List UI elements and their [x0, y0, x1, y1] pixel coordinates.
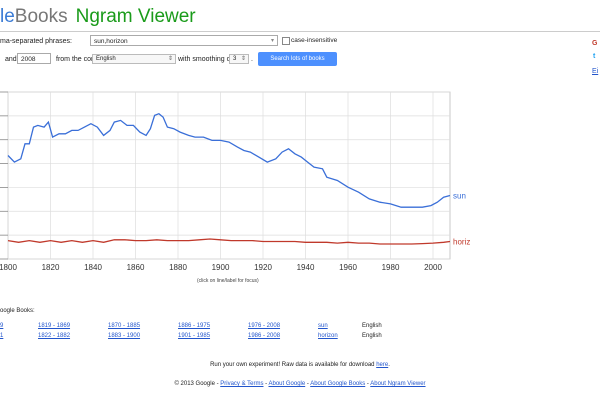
- phrases-label: ma-separated phrases:: [0, 38, 72, 45]
- year-end-input[interactable]: 2008: [17, 53, 51, 64]
- app-logo[interactable]: leBooks Ngram Viewer: [0, 6, 196, 28]
- result-range-link[interactable]: 1822 - 1882: [38, 333, 71, 339]
- x-tick-label: 1800: [0, 263, 17, 272]
- copyright-text: © 2013 Google -: [174, 381, 219, 387]
- result-range-link[interactable]: 1: [0, 333, 4, 339]
- experiment-text: Run your own experiment! Raw data is ava…: [210, 362, 375, 368]
- search-button[interactable]: Search lots of books: [258, 52, 337, 66]
- x-tick-label: 1840: [84, 263, 102, 272]
- footer-sep: -: [305, 381, 311, 387]
- result-phrase-link[interactable]: horizon: [318, 333, 338, 339]
- phrases-input[interactable]: sun,horizon ▾: [90, 35, 278, 46]
- chart-caption: (click on line/label for focus): [197, 278, 259, 284]
- result-range-link[interactable]: 1870 - 1885: [108, 323, 141, 329]
- result-range-link[interactable]: 1986 - 2008: [248, 333, 281, 339]
- corpus-label: from the corpus: [56, 56, 105, 63]
- side-link-e[interactable]: Ei: [592, 68, 599, 75]
- phrases-input-value: sun,horizon: [94, 38, 128, 45]
- footer-sep: -: [365, 381, 371, 387]
- case-insensitive-label: case-insensitive: [291, 37, 338, 44]
- series-line-sun[interactable]: [7, 112, 451, 208]
- result-range-link[interactable]: 1886 - 1975: [178, 323, 211, 329]
- x-tick-label: 1880: [169, 263, 187, 272]
- result-language: English: [362, 323, 382, 329]
- footer-link-about-ngram[interactable]: About Ngram Viewer: [370, 381, 426, 387]
- footer-sep: -: [263, 381, 269, 387]
- result-language: English: [362, 333, 382, 339]
- footer-link-about-books[interactable]: About Google Books: [310, 381, 366, 387]
- dropdown-caret-icon[interactable]: ▾: [270, 38, 274, 44]
- logo-partial: le: [0, 6, 15, 27]
- ngram-chart[interactable]: 1800 1820 1840 1860 1880 1900 1920 1940 1960 1980…: [0, 88, 470, 278]
- x-tick-label: 1900: [212, 263, 230, 272]
- corpus-select-arrow-icon: ⇕: [167, 56, 173, 62]
- experiment-end: .: [388, 362, 390, 368]
- case-insensitive-checkbox[interactable]: [282, 37, 290, 45]
- raw-data-link[interactable]: here: [376, 362, 389, 368]
- corpus-select-value: English: [96, 56, 116, 62]
- x-tick-label: 2000: [424, 263, 442, 272]
- chart-grid: [7, 91, 451, 260]
- x-tick-label: 1820: [42, 263, 60, 272]
- x-tick-label: 1940: [297, 263, 315, 272]
- series-label-horizon[interactable]: horizon: [453, 237, 470, 246]
- x-tick-label: 1980: [382, 263, 400, 272]
- series-line-horizon[interactable]: [7, 238, 451, 245]
- smoothing-select[interactable]: 3 ⇕: [229, 54, 249, 64]
- x-axis-labels: 1800 1820 1840 1860 1880 1900 1920 1940 1960 1980…: [0, 263, 442, 272]
- footer-link-about-google[interactable]: About Google: [268, 381, 306, 387]
- result-range-link[interactable]: 1901 - 1985: [178, 333, 211, 339]
- result-phrase-link[interactable]: sun: [318, 323, 328, 329]
- experiment-line: Run your own experiment! Raw data is ava…: [0, 362, 600, 368]
- series-label-sun[interactable]: sun: [453, 192, 466, 201]
- result-range-link[interactable]: 1883 - 1900: [108, 333, 141, 339]
- result-range-link[interactable]: 1819 - 1869: [38, 323, 71, 329]
- smoothing-suffix: .: [251, 56, 253, 63]
- results-heading: oogle Books:: [0, 308, 35, 314]
- y-axis-ticks: [0, 91, 8, 260]
- smoothing-select-value: 3: [233, 56, 237, 62]
- footer: © 2013 Google - Privacy & Terms - About …: [0, 381, 600, 387]
- x-tick-label: 1960: [339, 263, 357, 272]
- result-range-link[interactable]: 1976 - 2008: [248, 323, 281, 329]
- header-divider: [0, 31, 600, 32]
- plot-frame: [7, 91, 451, 260]
- footer-link-privacy[interactable]: Privacy & Terms: [220, 381, 264, 387]
- side-link-t[interactable]: t: [593, 53, 596, 60]
- result-range-link[interactable]: 9: [0, 323, 4, 329]
- x-tick-label: 1860: [127, 263, 145, 272]
- app-title: Ngram Viewer: [75, 6, 196, 27]
- and-label: and: [5, 56, 17, 63]
- smoothing-select-arrow-icon: ⇕: [240, 56, 246, 62]
- side-link-g[interactable]: G: [592, 40, 598, 47]
- logo-books: Books: [14, 6, 68, 27]
- x-tick-label: 1920: [254, 263, 272, 272]
- year-end-value: 2008: [21, 56, 36, 63]
- smoothing-label: with smoothing of: [178, 56, 233, 63]
- corpus-select[interactable]: English ⇕: [92, 54, 176, 64]
